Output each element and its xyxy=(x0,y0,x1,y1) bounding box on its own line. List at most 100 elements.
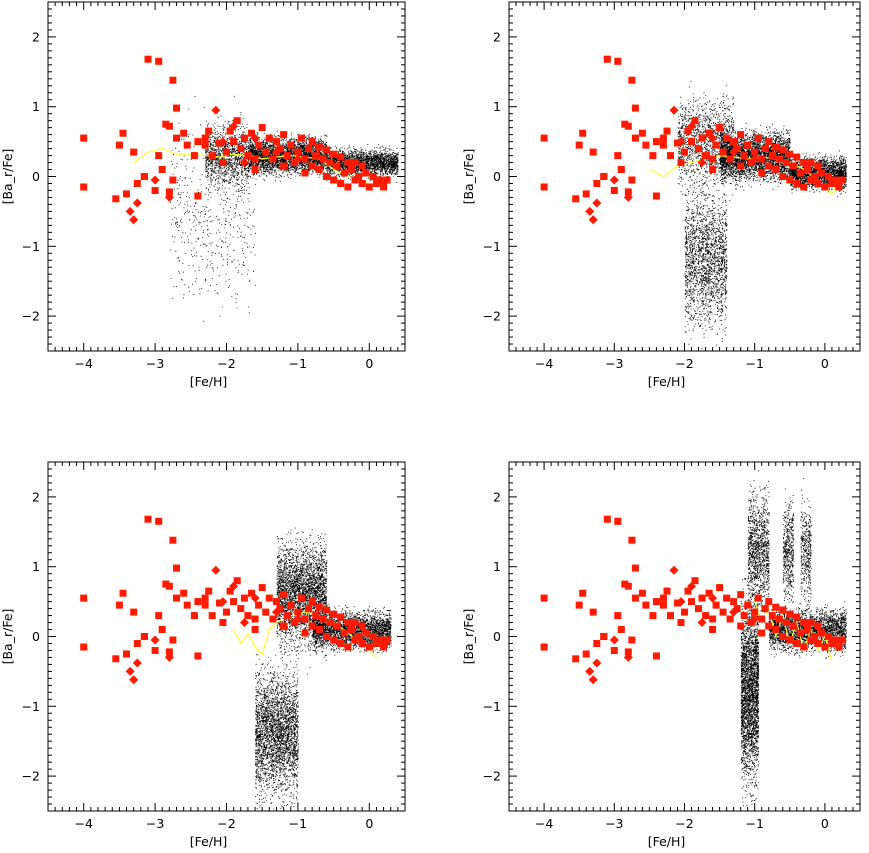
model-star-cloud xyxy=(740,470,847,811)
obs-square-marker xyxy=(733,145,741,153)
obs-square-marker xyxy=(351,619,359,626)
x-tick-label: 0 xyxy=(821,816,829,831)
obs-square-marker xyxy=(614,517,622,525)
x-axis-label: [Fe/H] xyxy=(190,374,228,389)
y-tick-label: 0 xyxy=(493,629,501,644)
obs-square-marker xyxy=(600,633,608,640)
obs-square-marker xyxy=(716,124,724,132)
y-tick-label: −1 xyxy=(483,699,501,714)
obs-square-marker xyxy=(262,148,270,156)
plot-frame xyxy=(508,1,861,352)
obs-diamond-marker xyxy=(150,175,160,185)
x-tick-label: −2 xyxy=(675,816,693,831)
x-tick-label: −4 xyxy=(74,356,92,371)
model-dots xyxy=(740,470,847,811)
obs-square-marker xyxy=(754,594,762,602)
obs-square-marker xyxy=(744,141,752,149)
x-tick-label: −4 xyxy=(74,816,92,831)
model-dots xyxy=(255,527,392,811)
obs-diamond-marker xyxy=(250,133,260,143)
model-star-cloud xyxy=(169,95,399,322)
obs-square-marker xyxy=(323,633,330,640)
obs-diamond-marker xyxy=(132,198,142,208)
obs-square-marker xyxy=(740,152,748,160)
obs-square-marker xyxy=(674,139,681,147)
obs-square-marker xyxy=(824,173,832,180)
obs-square-marker xyxy=(765,162,773,170)
plot-frame xyxy=(47,461,406,812)
obs-square-marker xyxy=(624,188,632,196)
obs-square-marker xyxy=(540,134,548,142)
y-tick-label: −2 xyxy=(483,769,501,784)
obs-square-marker xyxy=(294,148,302,156)
obs-square-marker xyxy=(244,152,252,160)
obs-square-marker xyxy=(165,582,173,590)
obs-square-marker xyxy=(628,176,636,184)
y-tick-label: 2 xyxy=(32,489,40,504)
obs-square-marker xyxy=(803,166,811,173)
obs-square-marker xyxy=(226,127,234,135)
obs-square-marker xyxy=(351,636,359,644)
obs-square-marker xyxy=(155,517,163,525)
obs-square-marker xyxy=(355,633,363,640)
obs-square-marker xyxy=(751,148,759,156)
obs-diamond-marker xyxy=(623,652,633,662)
x-tick-label: −3 xyxy=(146,816,164,831)
obs-square-marker xyxy=(283,612,291,620)
obs-square-marker xyxy=(308,162,316,170)
obs-diamond-marker xyxy=(229,581,239,591)
obs-square-marker xyxy=(80,643,88,651)
y-tick-label: 2 xyxy=(493,489,501,504)
obs-square-marker xyxy=(712,141,720,149)
obs-square-marker xyxy=(681,148,688,156)
obs-square-marker xyxy=(215,139,223,147)
obs-square-marker xyxy=(80,183,88,191)
obs-square-marker xyxy=(667,152,674,160)
obs-square-marker xyxy=(737,622,745,630)
obs-square-marker xyxy=(144,55,152,63)
obs-square-marker xyxy=(294,608,302,616)
obs-square-marker xyxy=(817,629,825,637)
y-tick-label: 2 xyxy=(32,29,40,44)
obs-square-marker xyxy=(582,650,590,658)
obs-square-marker xyxy=(705,129,713,137)
obs-square-marker xyxy=(208,612,216,620)
obs-square-marker xyxy=(173,134,180,142)
obs-square-marker xyxy=(180,129,188,137)
obs-square-marker xyxy=(709,626,717,633)
obs-square-marker xyxy=(624,648,632,656)
obs-square-marker xyxy=(301,169,309,177)
obs-square-marker xyxy=(130,608,138,616)
obs-square-marker xyxy=(365,183,373,191)
obs-square-marker xyxy=(740,612,748,620)
obs-square-marker xyxy=(617,166,625,173)
obs-square-marker xyxy=(779,606,787,614)
obs-square-marker xyxy=(365,643,373,651)
obs-square-marker xyxy=(814,180,822,187)
obs-square-marker xyxy=(572,655,580,663)
obs-square-marker xyxy=(814,622,822,630)
obs-square-marker xyxy=(140,633,148,640)
obs-square-marker xyxy=(283,152,291,160)
obs-square-marker xyxy=(723,594,731,602)
obs-square-marker xyxy=(233,577,241,585)
obs-square-marker xyxy=(698,134,706,142)
obs-square-marker xyxy=(130,148,138,156)
obs-square-marker xyxy=(624,582,632,590)
obs-square-marker xyxy=(775,615,783,623)
axis-ticks xyxy=(47,461,406,812)
obs-square-marker xyxy=(194,192,202,200)
y-tick-label: 0 xyxy=(32,169,40,184)
obs-square-marker xyxy=(540,643,548,651)
obs-square-marker xyxy=(244,612,252,620)
obs-square-marker xyxy=(631,594,639,602)
obs-square-marker xyxy=(754,134,762,142)
x-tick-label: 0 xyxy=(365,356,373,371)
obs-square-marker xyxy=(340,169,348,177)
y-tick-label: 1 xyxy=(32,559,40,574)
obs-square-marker xyxy=(169,176,177,184)
obs-square-marker xyxy=(761,605,769,613)
obs-square-marker xyxy=(190,152,198,160)
obs-square-marker xyxy=(540,183,548,191)
obs-square-marker xyxy=(652,138,660,146)
